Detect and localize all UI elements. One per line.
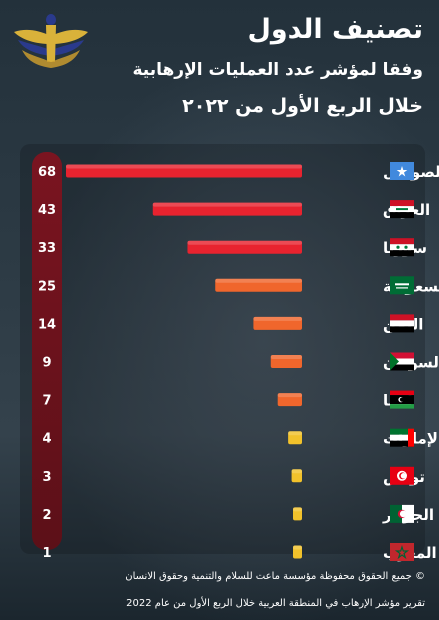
bar-1 [152,202,302,216]
yemen-flag-icon [390,314,414,333]
bar-6 [277,393,302,407]
libya-flag-icon [390,390,414,409]
iraq-flag-icon [390,200,414,219]
value-label-3: 25 [38,279,56,294]
value-column [32,152,62,550]
value-label-8: 3 [42,470,51,485]
bar-highlight-4 [253,316,302,321]
bar-highlight-6 [277,393,302,398]
bar-5 [270,355,302,368]
bar-highlight-9 [293,507,302,512]
chart-period: خلال الربع الأول من ٢٠٢٢ [182,95,423,117]
chart-subtitle: وفقا لمؤشر عدد العمليات الإرهابية [132,60,423,80]
source-text: تقرير مؤشر الإرهاب في المنطقة العربية خل… [126,598,425,609]
value-label-1: 43 [38,203,56,218]
bar-3 [215,278,302,292]
bar-9 [293,507,302,521]
value-label-10: 1 [42,546,51,561]
bar-highlight-0 [66,164,302,169]
bar-2 [187,240,302,254]
saudi-arabia-flag-icon [390,276,414,295]
sudan-flag-icon [390,352,414,371]
value-label-5: 9 [42,356,51,371]
value-label-2: 33 [38,241,56,256]
bar-highlight-10 [293,545,302,550]
bar-highlight-8 [291,469,302,474]
bar-highlight-3 [215,278,302,283]
bar-0 [66,164,302,178]
tunisia-flag-icon [390,466,414,485]
somalia-flag-icon [390,162,414,180]
bar-highlight-5 [270,355,302,359]
bar-10 [293,545,302,559]
uae-flag-icon [390,428,414,447]
value-label-4: 14 [38,317,56,332]
bar-4 [253,316,302,330]
bar-highlight-1 [152,202,302,207]
morocco-flag-icon [390,543,414,561]
chart-title: تصنيف الدول [247,14,423,45]
bar-8 [291,469,302,483]
value-label-0: 68 [38,165,56,180]
bar-highlight-7 [288,431,302,436]
value-label-7: 4 [42,432,51,447]
maat-logo-icon [14,14,88,68]
copyright-text: © جميع الحقوق محفوظة مؤسسة ماعت للسلام و… [125,571,425,582]
value-label-6: 7 [42,394,51,409]
value-label-9: 2 [42,508,51,523]
bar-highlight-2 [187,240,302,245]
bar-7 [288,431,302,445]
syria-flag-icon [390,238,414,257]
algeria-flag-icon [390,504,414,523]
